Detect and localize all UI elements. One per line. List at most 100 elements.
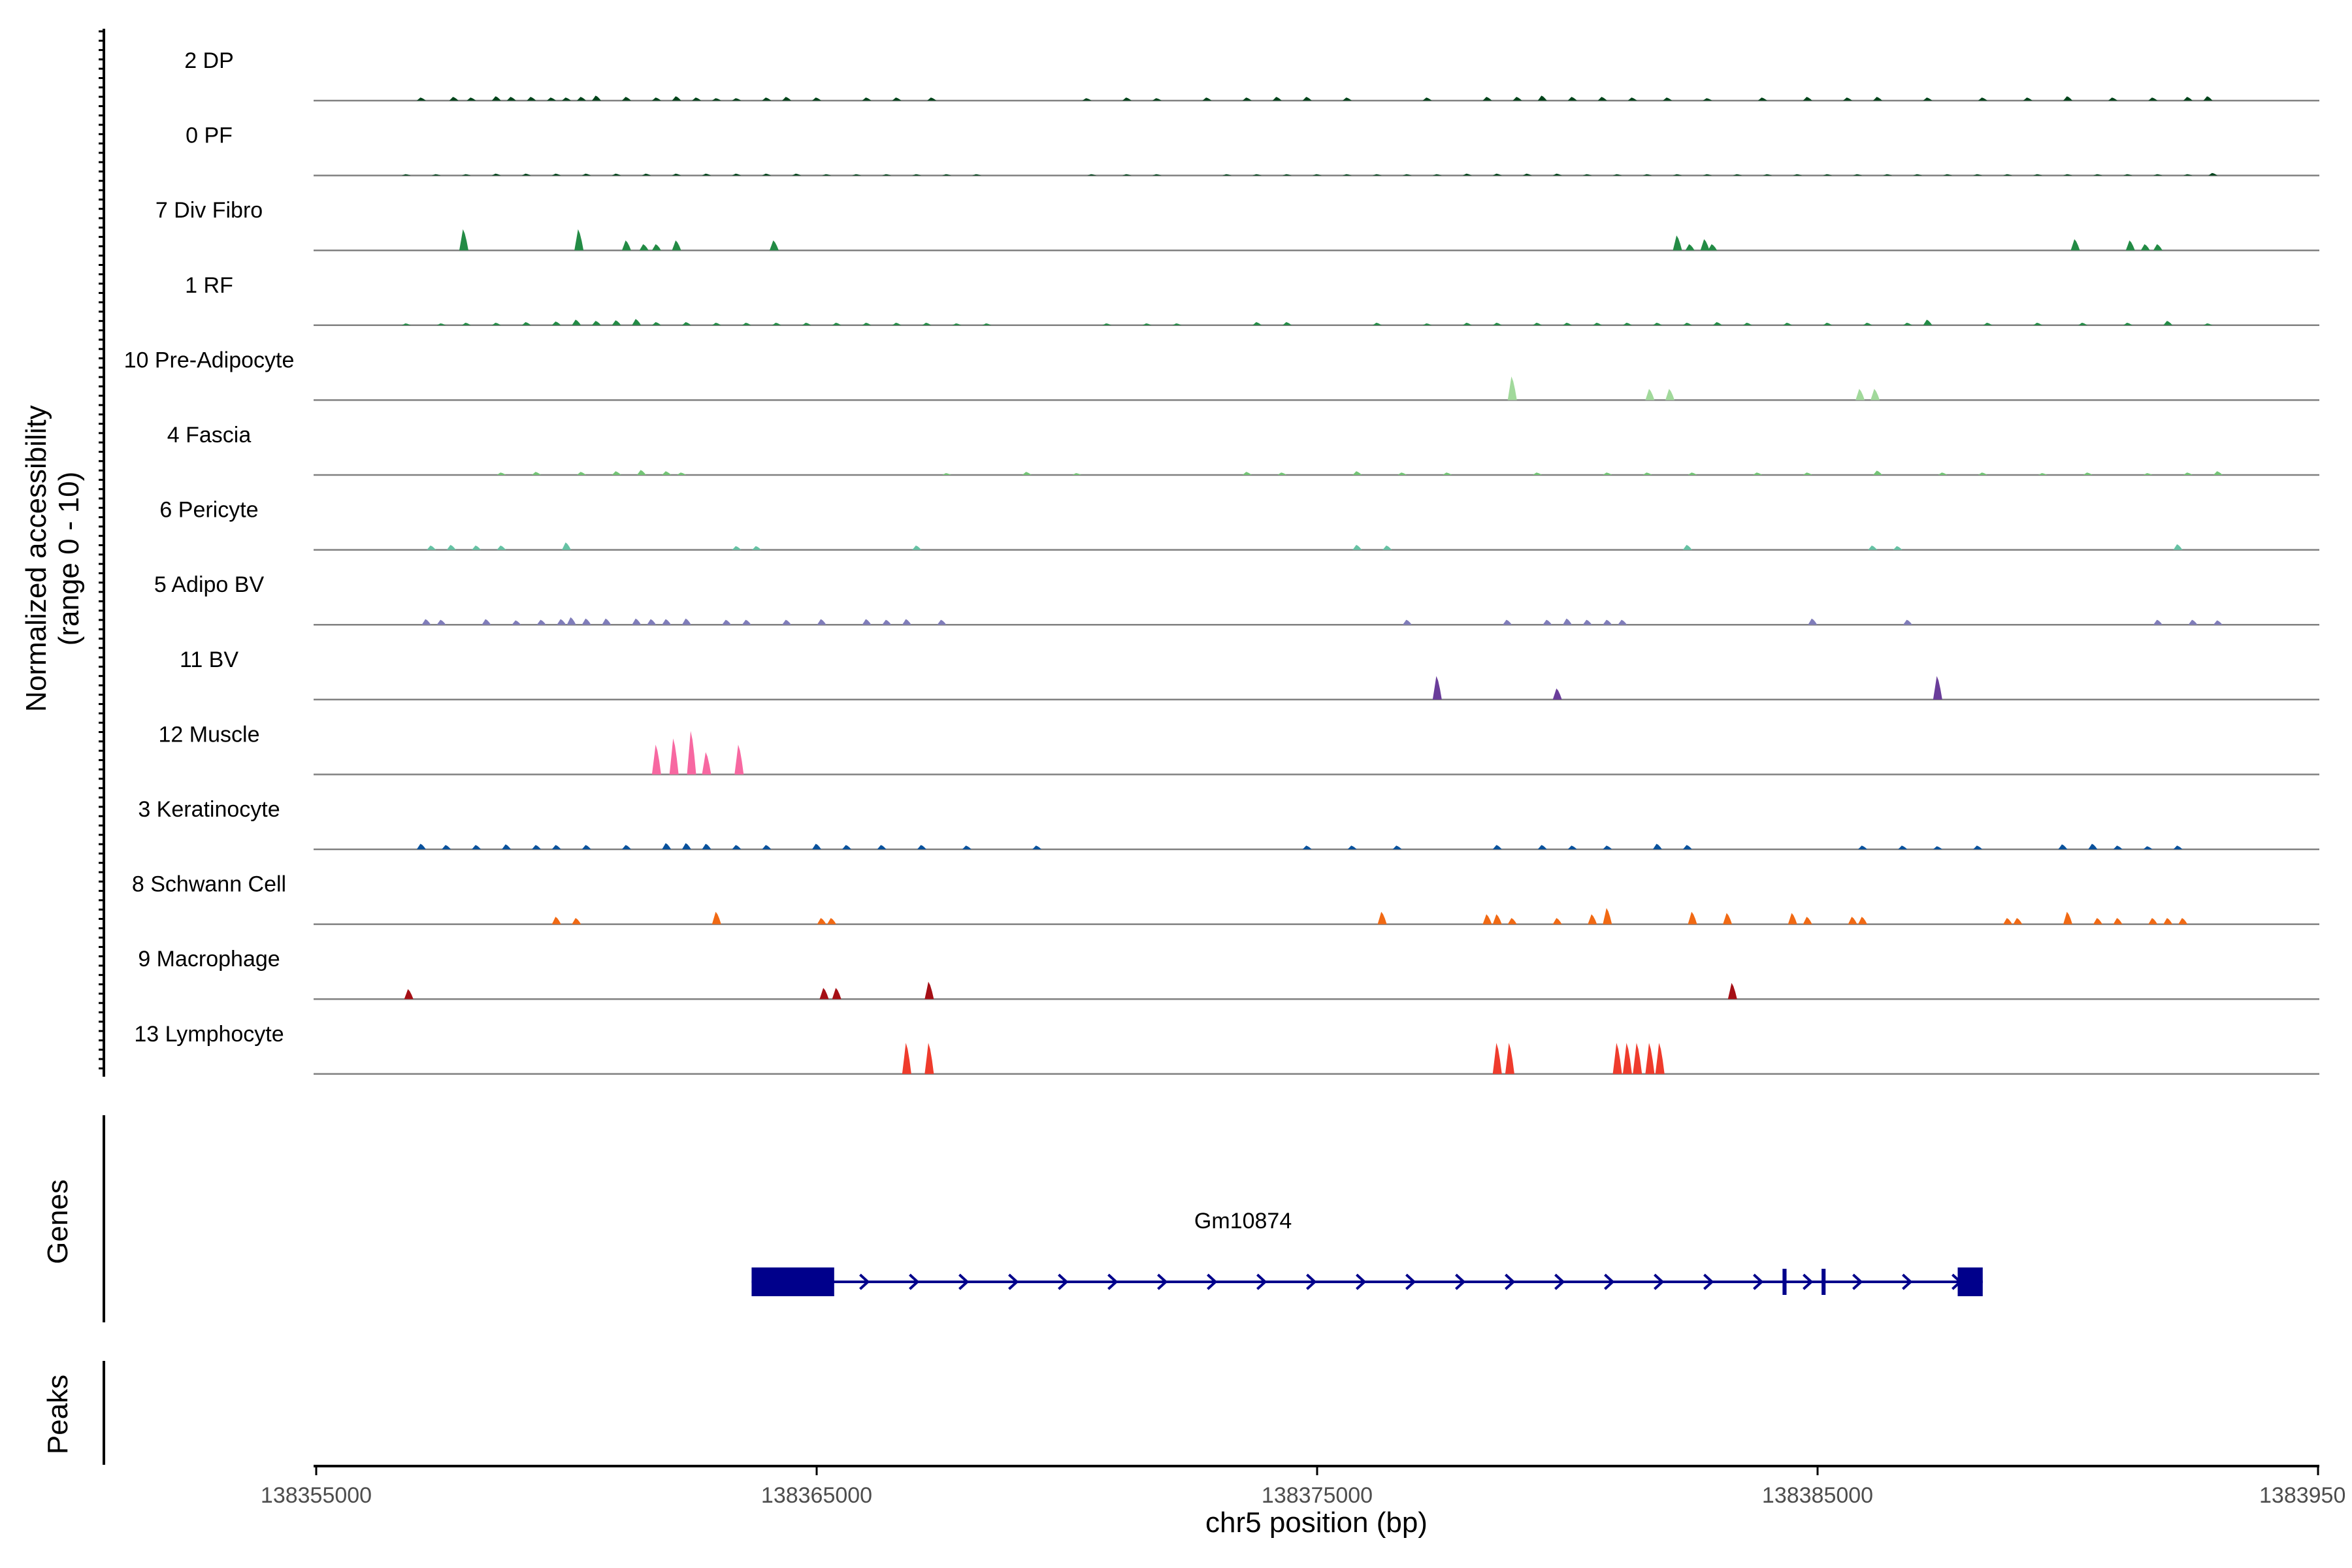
track-8: 5 Adipo BV <box>154 572 2319 626</box>
strand-arrow <box>1505 1273 1516 1290</box>
coverage-peak <box>677 472 687 475</box>
coverage-peak <box>581 845 591 849</box>
coverage-peak <box>832 988 841 1000</box>
gene-track: Gm10874 <box>751 1209 1983 1296</box>
coverage-peak <box>812 97 821 101</box>
coverage-peak <box>812 843 821 849</box>
coverage-peak <box>1913 174 1923 176</box>
strand-arrow <box>958 1273 970 1290</box>
coverage-peak <box>1673 235 1682 251</box>
coverage-peak <box>762 97 772 101</box>
x-tick-label: 138355000 <box>261 1483 372 1508</box>
coverage-peak <box>877 845 887 849</box>
coverage-peak <box>1763 174 1772 176</box>
coverage-peak <box>1272 97 1282 101</box>
coverage-peak <box>2093 174 2102 176</box>
strand-arrow <box>1356 1273 1367 1290</box>
coverage-peak <box>401 323 411 325</box>
coverage-peak <box>612 320 621 325</box>
x-tick-label: 1383950 <box>2259 1483 2345 1508</box>
coverage-peak <box>1665 389 1675 400</box>
coverage-peak <box>982 323 992 325</box>
coverage-peak <box>1933 846 1942 849</box>
coverage-peak <box>1627 97 1637 101</box>
coverage-peak <box>1603 472 1612 475</box>
coverage-peak <box>1102 323 1112 325</box>
coverage-peak <box>576 97 586 101</box>
coverage-peak <box>822 174 832 176</box>
coverage-peak <box>917 845 926 849</box>
coverage-peak <box>742 323 751 325</box>
coverage-peak <box>1633 1043 1642 1074</box>
coverage-peak <box>621 845 631 849</box>
coverage-peak <box>1122 174 1132 176</box>
coverage-peak <box>401 174 411 176</box>
coverage-peak <box>1152 98 1162 101</box>
coverage-peak <box>1682 323 1692 325</box>
coverage-peak <box>1808 618 1818 625</box>
coverage-peak <box>1727 983 1737 1000</box>
coverage-peak <box>436 619 446 625</box>
coverage-peak <box>1087 174 1097 176</box>
track-label: 6 Pericyte <box>159 498 258 523</box>
coverage-peak <box>1082 98 1092 101</box>
coverage-peak <box>1783 323 1793 325</box>
coverage-peak <box>902 1043 911 1074</box>
coverage-peak <box>1533 323 1543 325</box>
strand-arrow <box>1604 1273 1615 1290</box>
coverage-peak <box>1432 676 1442 700</box>
coverage-peak <box>2203 96 2213 101</box>
coverage-peak <box>672 173 681 176</box>
coverage-peak <box>1402 174 1412 176</box>
coverage-peak <box>491 96 501 101</box>
coverage-peak <box>1313 174 1322 176</box>
coverage-peak <box>1973 174 1983 176</box>
coverage-peak <box>651 744 661 775</box>
coverage-peak <box>912 174 922 176</box>
coverage-peak <box>942 174 952 176</box>
coverage-peak <box>431 174 441 176</box>
coverage-peak <box>942 473 952 475</box>
coverage-peak <box>1342 174 1352 176</box>
coverage-peak <box>1582 174 1592 176</box>
coverage-peak <box>581 173 591 176</box>
coverage-peak <box>1242 472 1252 475</box>
coverage-peak <box>1855 389 1865 400</box>
coverage-peak <box>662 619 672 625</box>
coverage-peak <box>2033 323 2043 325</box>
coverage-peak <box>662 471 672 475</box>
coverage-peak <box>841 845 851 849</box>
coverage-peak <box>2153 619 2163 625</box>
coverage-peak <box>681 322 691 325</box>
coverage-peak <box>1552 688 1562 700</box>
coverage-peak <box>1492 173 1502 176</box>
coverage-peak <box>532 845 542 849</box>
y-axis-label: Normalized accessibility <box>20 405 52 711</box>
coverage-peak <box>1277 472 1287 475</box>
coverage-peak <box>1883 174 1893 176</box>
coverage-peak <box>732 173 742 176</box>
coverage-peak <box>2070 239 2080 251</box>
coverage-peak <box>621 240 631 251</box>
strand-arrow <box>1157 1273 1168 1290</box>
coverage-peak <box>1642 472 1652 475</box>
coverage-peak <box>1663 97 1673 101</box>
coverage-peak <box>2163 321 2173 325</box>
coverage-peak <box>1603 845 1612 849</box>
coverage-peak <box>1377 911 1387 924</box>
track-1: 2 DP <box>184 48 2319 102</box>
coverage-peak <box>702 752 711 775</box>
coverage-peak <box>902 619 911 625</box>
coverage-peak <box>2178 918 2188 924</box>
coverage-peak <box>2208 172 2218 176</box>
strand-arrow <box>1703 1273 1714 1290</box>
strand-arrow <box>1405 1273 1416 1290</box>
track-13: 9 Macrophage <box>138 947 2319 1000</box>
coverage-peak <box>1703 174 1712 176</box>
coverage-peak <box>972 174 982 176</box>
coverage-peak <box>1943 174 1953 176</box>
coverage-peak <box>1682 545 1692 550</box>
coverage-peak <box>2173 845 2183 849</box>
